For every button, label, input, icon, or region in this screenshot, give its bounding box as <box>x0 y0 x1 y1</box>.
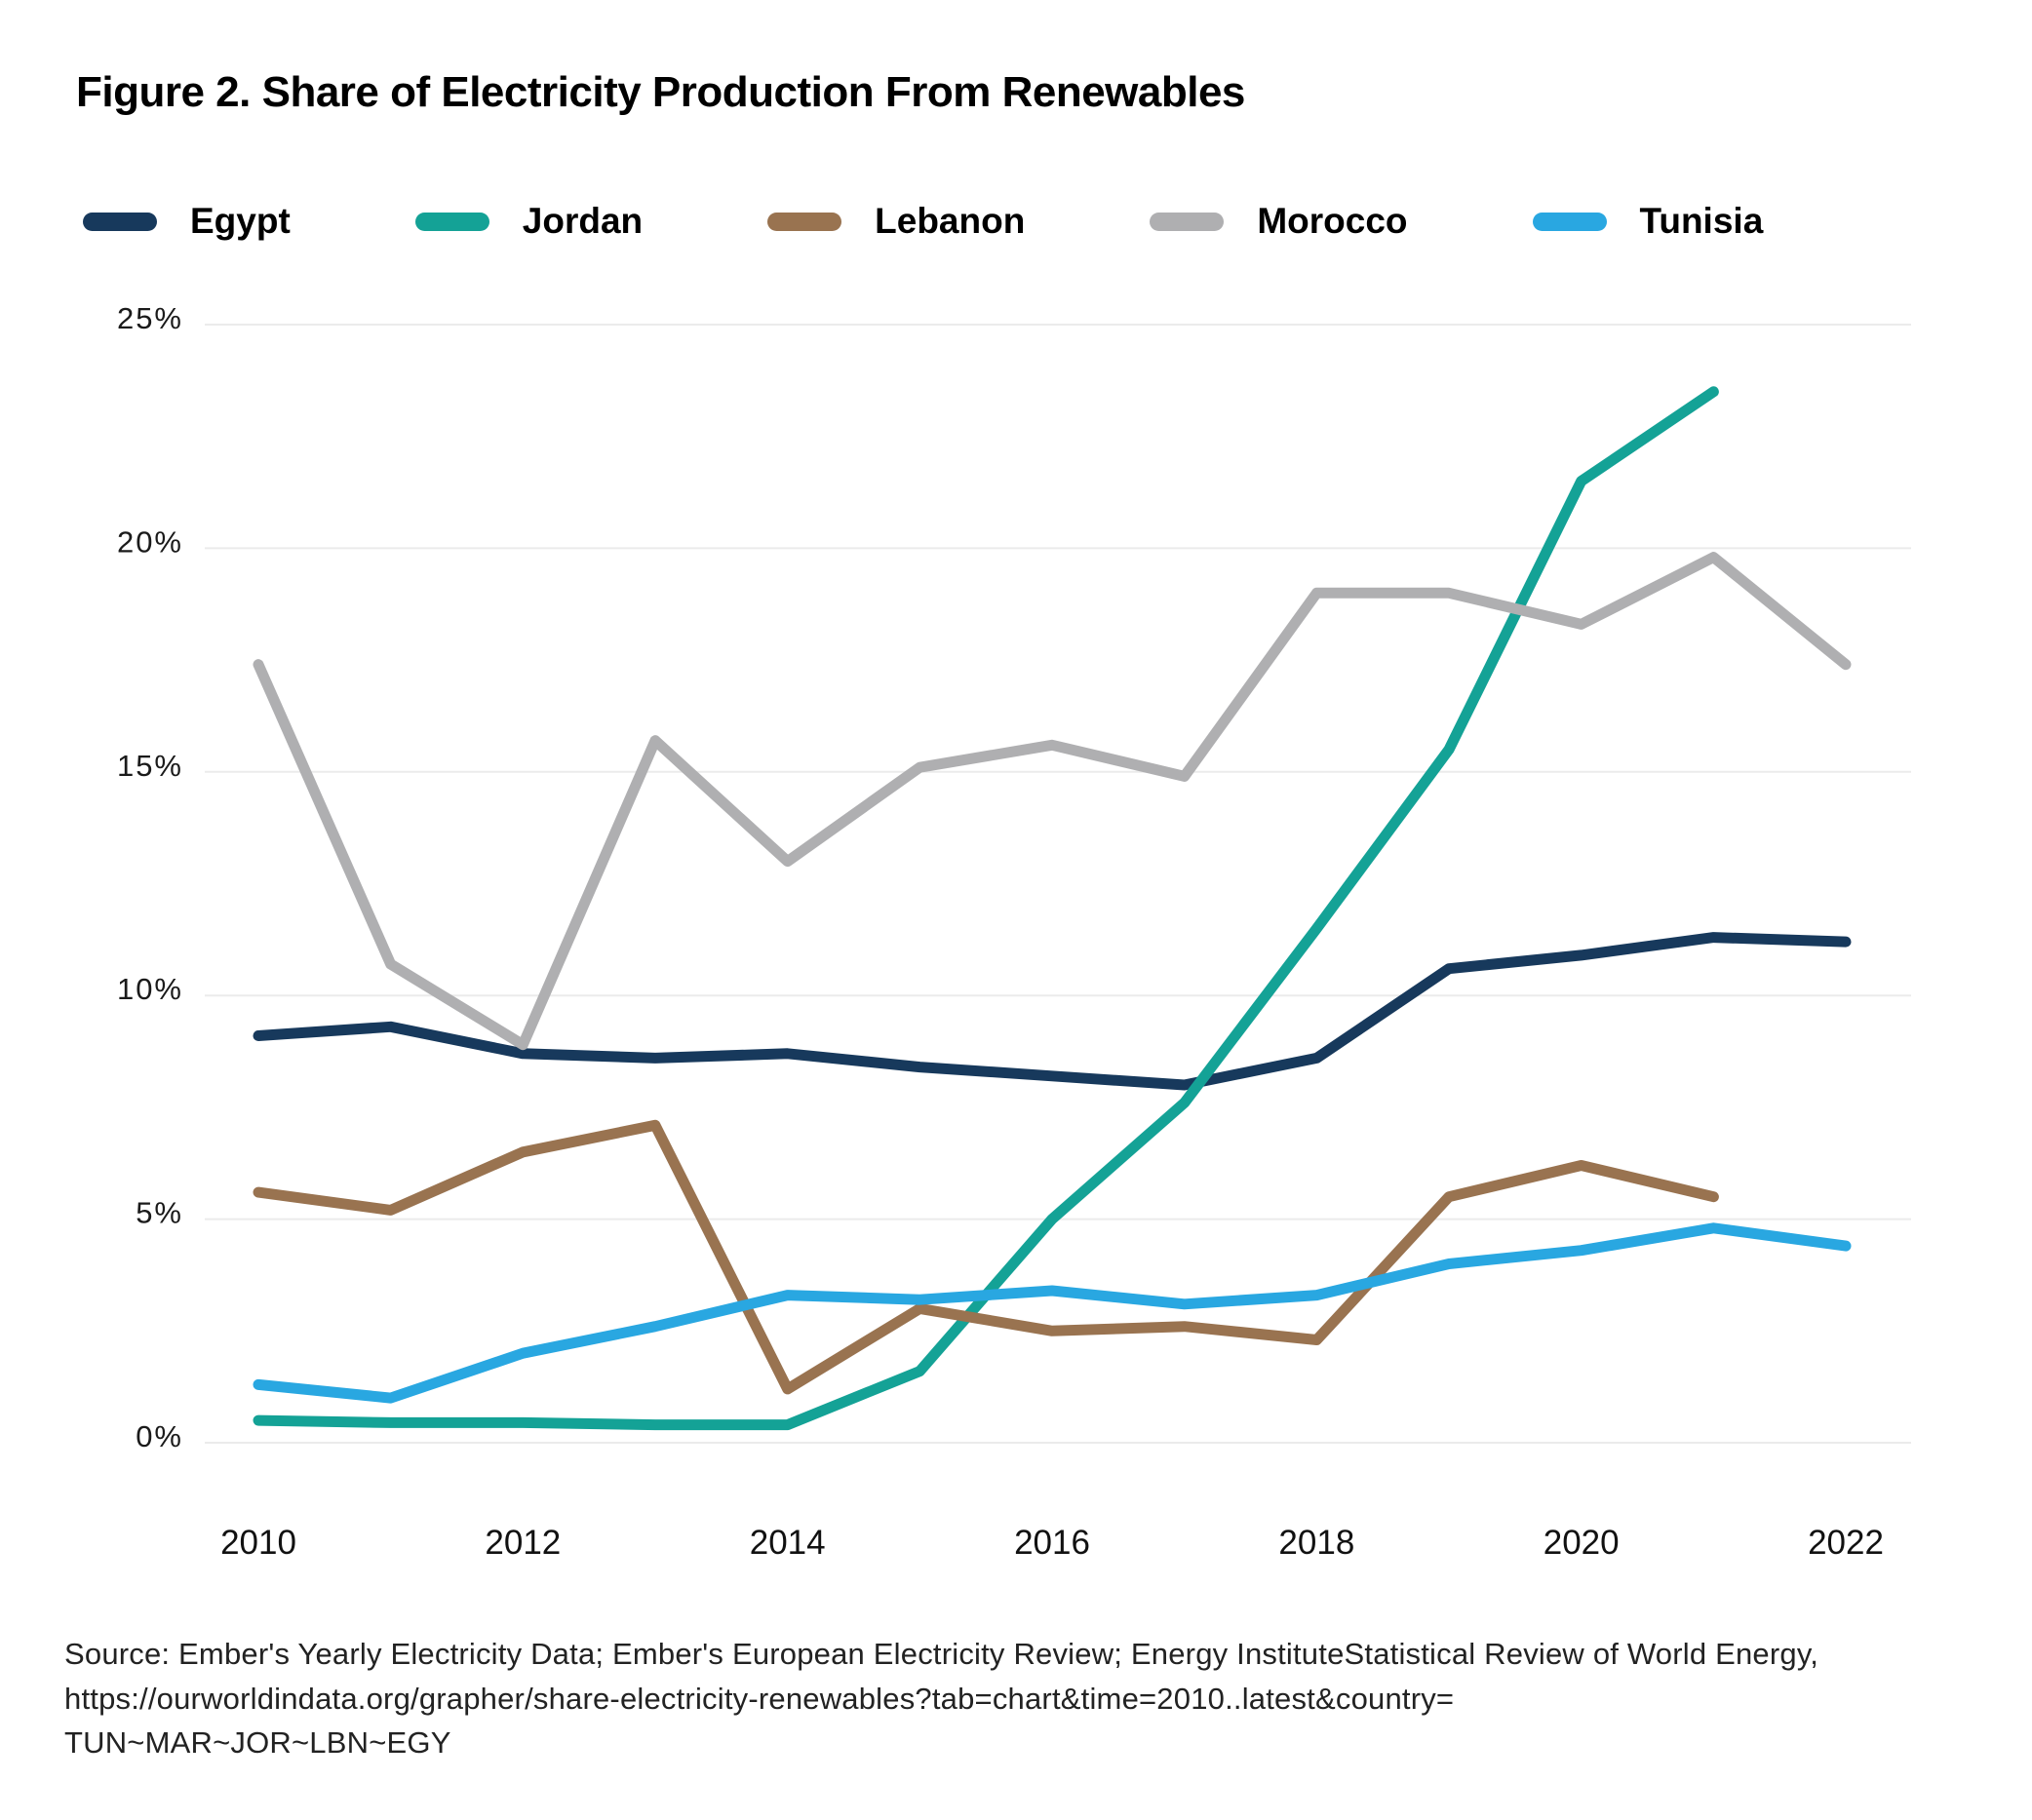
legend-label-lebanon: Lebanon <box>875 201 1026 241</box>
legend-swatch-lebanon <box>767 212 842 231</box>
source-note: Source: Ember's Yearly Electricity Data;… <box>64 1632 1818 1765</box>
legend-label-jordan: Jordan <box>522 201 644 241</box>
x-axis-label-2012: 2012 <box>485 1524 561 1562</box>
y-axis-label-25: 25% <box>117 301 183 335</box>
y-axis-label-0: 0% <box>136 1419 183 1453</box>
y-axis-label-15: 15% <box>117 749 183 783</box>
y-axis-label-20: 20% <box>117 524 183 559</box>
x-axis-label-2020: 2020 <box>1544 1524 1620 1562</box>
source-line-2: https://ourworldindata.org/grapher/share… <box>64 1681 1455 1716</box>
y-axis-label-10: 10% <box>117 972 183 1006</box>
legend-item-egypt: Egypt <box>83 201 291 242</box>
legend-swatch-tunisia <box>1532 212 1607 231</box>
legend-item-tunisia: Tunisia <box>1532 201 1764 242</box>
x-axis-label-2018: 2018 <box>1278 1524 1354 1562</box>
x-axis-label-2010: 2010 <box>220 1524 296 1562</box>
series-line-tunisia <box>253 1222 1852 1404</box>
y-axis-label-5: 5% <box>136 1196 183 1230</box>
legend-item-lebanon: Lebanon <box>767 201 1025 242</box>
chart-title: Figure 2. Share of Electricity Productio… <box>76 68 1245 116</box>
legend-label-egypt: Egypt <box>190 201 291 241</box>
series-line-egypt <box>253 932 1852 1091</box>
x-axis-label-2016: 2016 <box>1014 1524 1090 1562</box>
legend-item-morocco: Morocco <box>1150 201 1408 242</box>
legend-label-morocco: Morocco <box>1257 201 1408 241</box>
legend-label-tunisia: Tunisia <box>1639 201 1764 241</box>
chart-legend: Egypt Jordan Lebanon Morocco Tunisia <box>83 201 1763 242</box>
x-axis-label-2022: 2022 <box>1808 1524 1884 1562</box>
legend-item-jordan: Jordan <box>414 201 644 242</box>
series-line-jordan <box>253 386 1719 1431</box>
series-line-lebanon <box>253 1119 1719 1395</box>
series-line-morocco <box>253 552 1852 1051</box>
x-axis-label-2014: 2014 <box>750 1524 826 1562</box>
legend-swatch-egypt <box>83 212 157 231</box>
legend-swatch-jordan <box>414 212 489 231</box>
source-line-1: Source: Ember's Yearly Electricity Data;… <box>64 1637 1819 1671</box>
legend-swatch-morocco <box>1150 212 1225 231</box>
source-line-3: TUN~MAR~JOR~LBN~EGY <box>64 1725 451 1761</box>
